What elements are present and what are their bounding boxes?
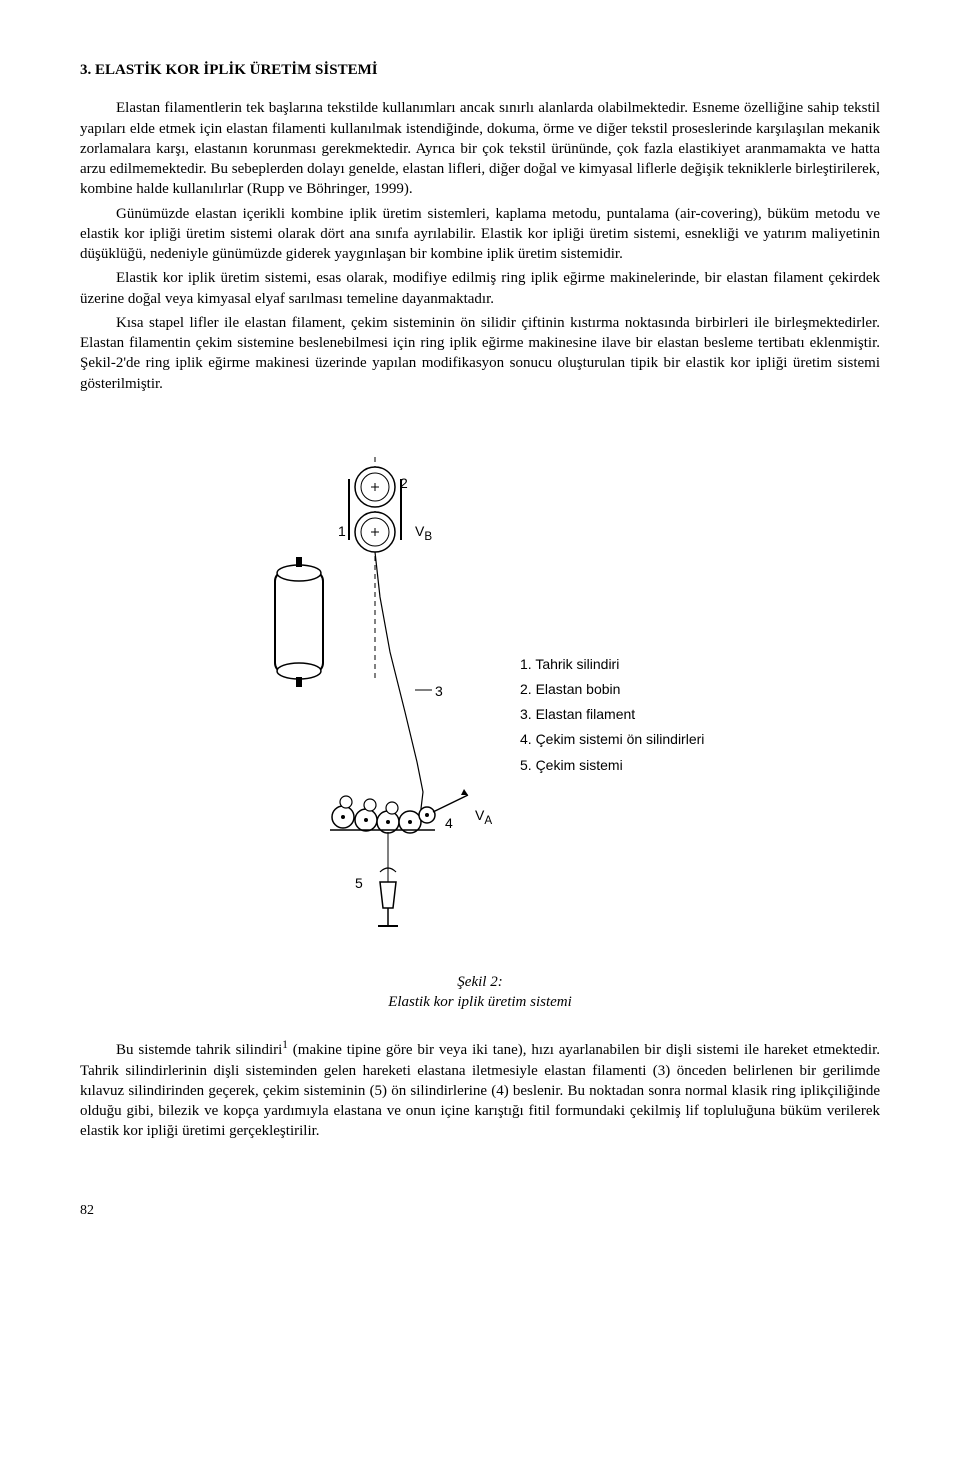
caption-line-1: Şekil 2:	[457, 974, 502, 990]
diagram-svg	[220, 422, 500, 952]
caption-line-2: Elastik kor iplik üretim sistemi	[388, 994, 572, 1010]
label-vb: VB	[415, 522, 432, 545]
legend-item-1: 1. Tahrik silindiri	[520, 652, 704, 677]
label-1: 1	[338, 522, 346, 541]
figure-2: 2 1 VB 3 4 VA 5 1. Tahrik silindiri 2. E…	[220, 422, 740, 952]
figure-caption: Şekil 2: Elastik kor iplik üretim sistem…	[80, 972, 880, 1013]
label-2: 2	[400, 474, 408, 493]
legend-item-5: 5. Çekim sistemi	[520, 753, 704, 778]
label-5: 5	[355, 874, 363, 893]
paragraph-3: Elastik kor iplik üretim sistemi, esas o…	[80, 268, 880, 309]
legend-item-4: 4. Çekim sistemi ön silindirleri	[520, 727, 704, 752]
paragraph-5: Bu sistemde tahrik silindiri1 (makine ti…	[80, 1038, 880, 1141]
label-va: VA	[475, 806, 492, 829]
page-number: 82	[80, 1202, 880, 1221]
paragraph-1: Elastan filamentlerin tek başlarına teks…	[80, 98, 880, 199]
figure-legend: 1. Tahrik silindiri 2. Elastan bobin 3. …	[520, 652, 704, 778]
label-4: 4	[445, 814, 453, 833]
paragraph-2: Günümüzde elastan içerikli kombine iplik…	[80, 204, 880, 265]
section-heading: 3. ELASTİK KOR İPLİK ÜRETİM SİSTEMİ	[80, 60, 880, 80]
legend-item-2: 2. Elastan bobin	[520, 677, 704, 702]
legend-item-3: 3. Elastan filament	[520, 702, 704, 727]
label-3: 3	[435, 682, 443, 701]
paragraph-4: Kısa stapel lifler ile elastan filament,…	[80, 313, 880, 394]
